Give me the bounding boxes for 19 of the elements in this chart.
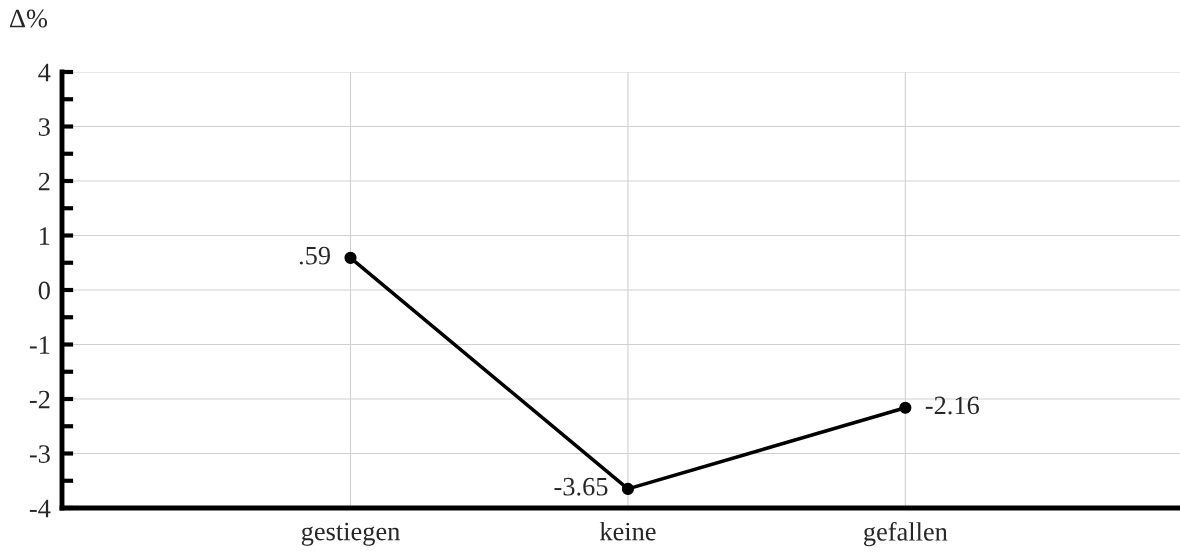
- y-tick-label: -4: [29, 499, 51, 518]
- point: [899, 401, 912, 414]
- y-axis-title: Δ%: [9, 9, 48, 28]
- data-label: .59: [299, 246, 330, 265]
- y-tick-label: 1: [40, 227, 50, 245]
- data-label: -2.16: [925, 396, 979, 415]
- x-tick-label: gestiegen: [301, 522, 400, 546]
- y-tick-label: -2: [29, 390, 50, 409]
- y-tick-label: -1: [29, 336, 50, 354]
- point: [621, 482, 635, 495]
- x-tick-label: keine: [599, 521, 656, 541]
- y-tick-label: 4: [38, 63, 51, 82]
- data-label: -3.65: [554, 477, 608, 496]
- y-tick-label: 2: [38, 172, 50, 191]
- y-tick-label: 0: [38, 281, 50, 300]
- y-tick-label: -3: [29, 445, 50, 463]
- y-tick-label: 3: [38, 118, 50, 136]
- x-tick-label: gefallen: [864, 521, 948, 547]
- point: [344, 251, 357, 264]
